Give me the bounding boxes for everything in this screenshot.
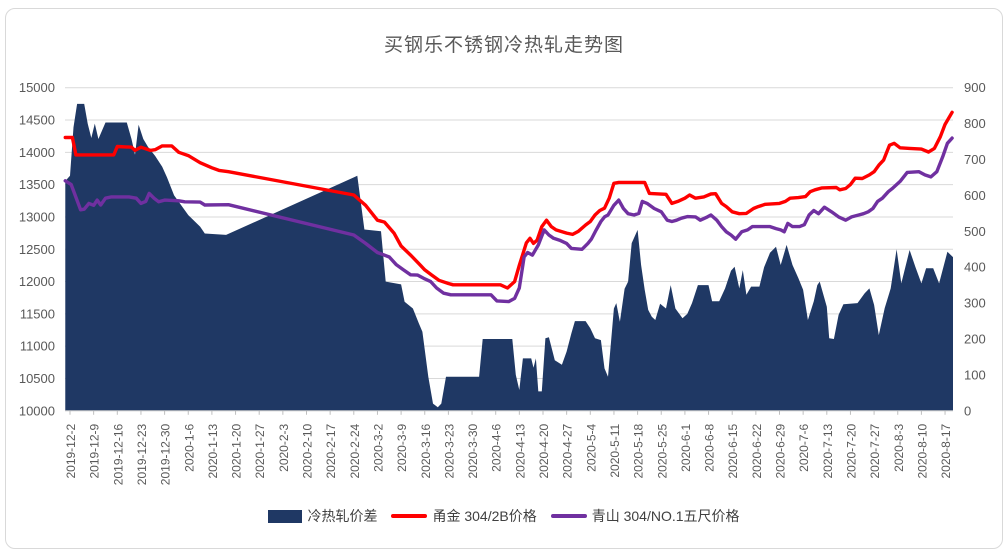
svg-text:2020-6-29: 2020-6-29 — [774, 423, 788, 478]
svg-text:2020-3-23: 2020-3-23 — [442, 423, 456, 478]
svg-text:2020-5-25: 2020-5-25 — [655, 423, 669, 478]
svg-text:700: 700 — [964, 152, 986, 167]
legend: 冷热轧价差 甬金 304/2B价格 青山 304/NO.1五尺价格 — [0, 506, 1008, 526]
svg-text:14500: 14500 — [19, 113, 55, 128]
legend-item-yongjin-304-2b: 甬金 304/2B价格 — [391, 506, 537, 526]
svg-text:2020-6-8: 2020-6-8 — [703, 423, 717, 471]
svg-text:2019-12-2: 2019-12-2 — [64, 423, 78, 478]
svg-text:2020-5-4: 2020-5-4 — [584, 423, 598, 471]
legend-item-price-spread: 冷热轧价差 — [268, 506, 377, 526]
svg-text:12500: 12500 — [19, 242, 55, 257]
svg-text:2020-1-27: 2020-1-27 — [253, 423, 267, 478]
svg-text:2019-12-16: 2019-12-16 — [111, 423, 125, 485]
svg-text:600: 600 — [964, 188, 986, 203]
svg-text:200: 200 — [964, 332, 986, 347]
svg-text:2020-7-20: 2020-7-20 — [844, 423, 858, 478]
svg-text:10500: 10500 — [19, 371, 55, 386]
area-swatch-icon — [268, 509, 303, 523]
svg-text:2020-2-17: 2020-2-17 — [324, 423, 338, 478]
svg-text:2020-4-13: 2020-4-13 — [513, 423, 527, 478]
svg-text:2020-2-24: 2020-2-24 — [348, 423, 362, 478]
svg-text:2020-7-13: 2020-7-13 — [821, 423, 835, 478]
line-swatch-icon — [391, 514, 428, 518]
svg-text:2020-7-27: 2020-7-27 — [868, 423, 882, 478]
svg-text:2020-6-15: 2020-6-15 — [726, 423, 740, 478]
svg-text:2020-2-10: 2020-2-10 — [301, 423, 315, 478]
legend-label: 青山 304/NO.1五尺价格 — [591, 508, 740, 524]
plot-area: 15000 14500 14000 13500 13000 12500 12000 11500… — [19, 80, 986, 485]
svg-text:800: 800 — [964, 116, 986, 131]
legend-label: 甬金 304/2B价格 — [432, 508, 537, 524]
svg-text:2020-1-6: 2020-1-6 — [182, 423, 196, 471]
svg-text:2020-4-20: 2020-4-20 — [537, 423, 551, 478]
svg-text:2020-3-9: 2020-3-9 — [395, 423, 409, 471]
chart-title: 买钢乐不锈钢冷热轧走势图 — [383, 35, 624, 56]
svg-text:500: 500 — [964, 224, 986, 239]
svg-text:10000: 10000 — [19, 403, 55, 418]
svg-text:2019-12-9: 2019-12-9 — [88, 423, 102, 478]
svg-text:2020-6-1: 2020-6-1 — [679, 423, 693, 471]
svg-text:2020-4-27: 2020-4-27 — [561, 423, 575, 478]
svg-text:2020-3-16: 2020-3-16 — [419, 423, 433, 478]
legend-item-qingshan-304-no1: 青山 304/NO.1五尺价格 — [550, 506, 740, 526]
svg-text:2020-8-3: 2020-8-3 — [892, 423, 906, 471]
svg-text:2020-3-30: 2020-3-30 — [466, 423, 480, 478]
svg-text:2020-2-3: 2020-2-3 — [277, 423, 291, 471]
svg-text:400: 400 — [964, 260, 986, 275]
svg-text:2020-5-18: 2020-5-18 — [632, 423, 646, 478]
svg-text:2020-6-22: 2020-6-22 — [750, 423, 764, 478]
line-swatch-icon — [550, 514, 587, 518]
svg-text:2019-12-30: 2019-12-30 — [159, 423, 173, 485]
svg-text:2020-8-10: 2020-8-10 — [915, 423, 929, 478]
svg-text:2020-8-17: 2020-8-17 — [939, 423, 953, 478]
svg-text:15000: 15000 — [19, 80, 55, 95]
svg-text:14000: 14000 — [19, 145, 55, 160]
svg-text:0: 0 — [964, 403, 971, 418]
svg-text:12000: 12000 — [19, 274, 55, 289]
svg-text:2020-5-11: 2020-5-11 — [608, 423, 622, 477]
svg-text:900: 900 — [964, 80, 986, 95]
svg-text:2020-1-20: 2020-1-20 — [230, 423, 244, 478]
svg-text:100: 100 — [964, 367, 986, 382]
svg-text:11000: 11000 — [20, 339, 55, 354]
legend-label: 冷热轧价差 — [307, 508, 378, 524]
svg-text:13000: 13000 — [19, 209, 55, 224]
svg-text:2019-12-23: 2019-12-23 — [135, 423, 149, 485]
svg-text:300: 300 — [964, 296, 986, 311]
svg-text:2020-4-6: 2020-4-6 — [490, 423, 504, 471]
svg-text:11500: 11500 — [20, 306, 55, 321]
svg-text:13500: 13500 — [19, 177, 55, 192]
svg-text:2020-1-13: 2020-1-13 — [206, 423, 220, 478]
svg-text:2020-3-2: 2020-3-2 — [371, 423, 385, 471]
svg-text:2020-7-6: 2020-7-6 — [797, 423, 811, 471]
